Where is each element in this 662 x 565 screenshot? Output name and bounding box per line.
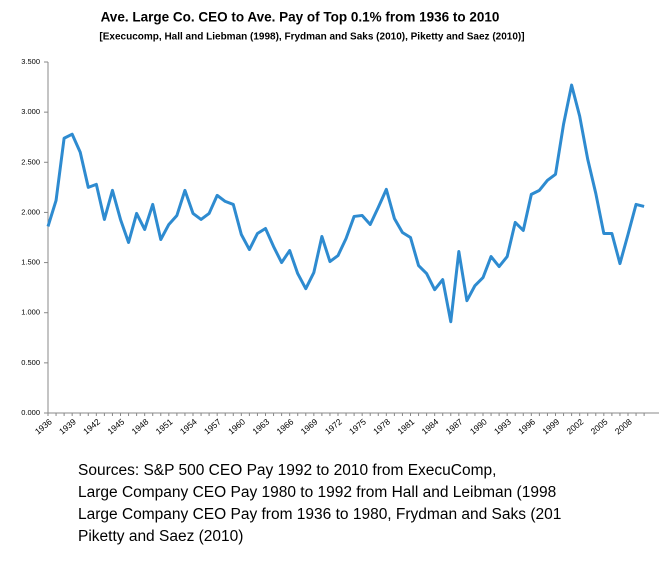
y-tick-label: 1.000 (21, 308, 40, 317)
y-tick-label: 2.500 (21, 157, 40, 166)
x-tick-label: 1954 (178, 416, 199, 436)
x-tick-label: 1981 (395, 416, 416, 436)
x-tick-label: 2005 (589, 416, 610, 436)
y-tick-label: 3.500 (21, 57, 40, 66)
x-tick-label: 1984 (419, 416, 440, 436)
x-tick-label: 1969 (299, 416, 320, 436)
source-line: Sources: S&P 500 CEO Pay 1992 to 2010 fr… (78, 462, 497, 479)
x-tick-label: 1993 (492, 416, 513, 436)
x-tick-label: 1960 (226, 416, 247, 436)
source-line: Large Company CEO Pay 1980 to 1992 from … (78, 484, 557, 501)
x-tick-label: 1942 (81, 416, 102, 436)
x-tick-label: 1996 (516, 416, 537, 436)
x-tick-label: 1990 (468, 416, 489, 436)
x-tick-label: 1975 (347, 416, 368, 436)
x-tick-label: 1948 (129, 416, 150, 436)
y-tick-label: 0.500 (21, 358, 40, 367)
x-tick-label: 1972 (323, 416, 344, 436)
x-tick-label: 1945 (105, 416, 126, 436)
x-tick-label: 2002 (564, 416, 585, 436)
x-tick-label: 1999 (540, 416, 561, 436)
source-line: Large Company CEO Pay from 1936 to 1980,… (78, 506, 562, 523)
x-tick-label: 1966 (274, 416, 295, 436)
source-line: Piketty and Saez (2010) (78, 528, 244, 545)
chart-subtitle: [Execucomp, Hall and Liebman (1998), Fry… (99, 32, 524, 43)
x-tick-label: 1963 (250, 416, 271, 436)
x-tick-label: 1936 (33, 416, 54, 436)
y-tick-label: 0.000 (21, 408, 40, 417)
chart-title: Ave. Large Co. CEO to Ave. Pay of Top 0.… (101, 10, 500, 25)
y-tick-label: 3.000 (21, 107, 40, 116)
x-tick-label: 1978 (371, 416, 392, 436)
data-line (46, 83, 645, 324)
x-tick-label: 1951 (154, 416, 175, 436)
chart: Ave. Large Co. CEO to Ave. Pay of Top 0.… (21, 10, 659, 436)
source-notes: Sources: S&P 500 CEO Pay 1992 to 2010 fr… (78, 460, 662, 548)
y-tick-label: 2.000 (21, 207, 40, 216)
x-tick-label: 2008 (613, 416, 634, 436)
x-tick-label: 1939 (57, 416, 78, 436)
x-tick-label: 1957 (202, 416, 223, 436)
y-tick-label: 1.500 (21, 258, 40, 267)
x-tick-label: 1987 (444, 416, 465, 436)
